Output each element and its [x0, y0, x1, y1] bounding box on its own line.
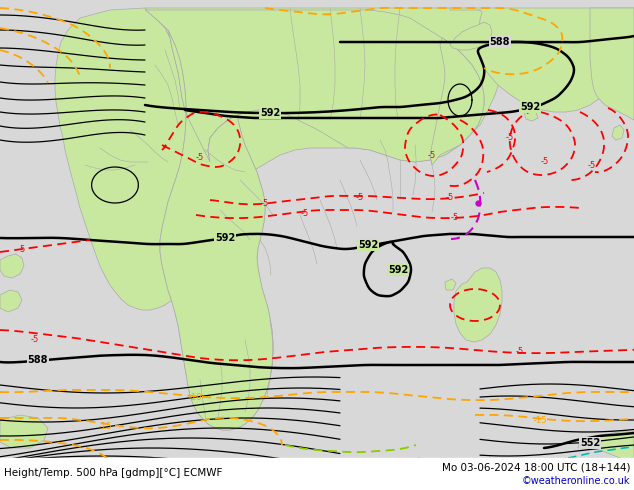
Polygon shape [0, 415, 48, 448]
Text: 588: 588 [28, 355, 48, 365]
Text: -5: -5 [428, 150, 436, 160]
Text: 592: 592 [260, 108, 280, 118]
Text: ©weatheronline.co.uk: ©weatheronline.co.uk [522, 476, 630, 486]
Polygon shape [445, 279, 456, 290]
Text: Mo 03-06-2024 18:00 UTC (18+144): Mo 03-06-2024 18:00 UTC (18+144) [441, 462, 630, 472]
Text: 592: 592 [520, 102, 540, 112]
Polygon shape [430, 38, 484, 165]
Text: -5: -5 [446, 194, 454, 202]
Polygon shape [524, 110, 538, 121]
Text: 552: 552 [580, 438, 600, 448]
Bar [0, 458, 634, 490]
Text: -5: -5 [356, 193, 364, 201]
Text: 592: 592 [215, 233, 235, 243]
Polygon shape [0, 254, 24, 278]
Polygon shape [578, 432, 634, 460]
Polygon shape [590, 8, 634, 120]
Polygon shape [145, 8, 515, 172]
Polygon shape [454, 268, 502, 342]
Text: 588: 588 [489, 37, 510, 47]
Polygon shape [55, 8, 222, 310]
Text: Height/Temp. 500 hPa [gdmp][°C] ECMWF: Height/Temp. 500 hPa [gdmp][°C] ECMWF [4, 468, 223, 478]
Text: -5: -5 [301, 209, 309, 218]
Text: -5: -5 [516, 347, 524, 357]
Polygon shape [450, 22, 492, 50]
Text: -10: -10 [188, 392, 202, 401]
Text: -5: -5 [506, 133, 514, 143]
Text: -5: -5 [31, 336, 39, 344]
Polygon shape [0, 290, 22, 312]
Text: -5: -5 [261, 199, 269, 209]
Text: -15: -15 [533, 416, 547, 424]
Polygon shape [160, 30, 273, 430]
Text: 592: 592 [358, 240, 378, 250]
Polygon shape [450, 8, 634, 112]
Polygon shape [612, 125, 624, 140]
Text: -5: -5 [541, 157, 549, 167]
Text: -15: -15 [98, 421, 112, 431]
Text: 592: 592 [388, 265, 408, 275]
Text: -5: -5 [588, 161, 596, 170]
Polygon shape [145, 10, 484, 430]
Text: -5: -5 [196, 153, 204, 163]
Text: -5: -5 [451, 214, 459, 222]
Text: -5: -5 [18, 245, 26, 254]
